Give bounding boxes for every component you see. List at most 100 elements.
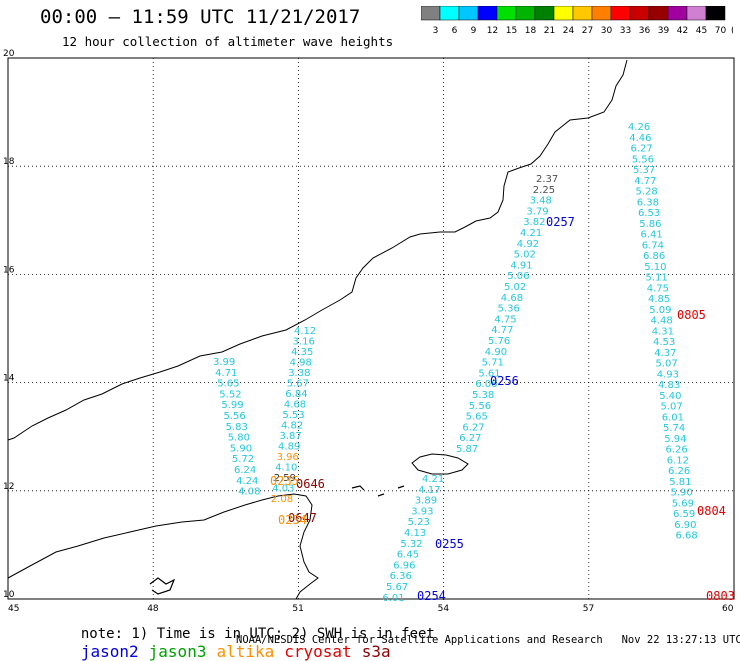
colorbar-tick: 30 (601, 26, 613, 36)
coastline-somalia-bits (149, 485, 405, 595)
coastline-arabia (7, 59, 628, 441)
swh-value: 2.59 (274, 473, 296, 484)
swh-value: 6.68 (676, 531, 698, 542)
swh-value: 4.13 (404, 528, 426, 539)
map-subtitle: 12 hour collection of altimeter wave hei… (62, 34, 394, 49)
swh-value: 4.85 (648, 294, 670, 305)
swh-value: 6.26 (666, 445, 688, 456)
swh-value: 6.41 (641, 230, 663, 241)
pass-time-label: 0647 (288, 511, 317, 525)
swh-value: 3.79 (526, 206, 548, 217)
colorbar-tick: 21 (544, 26, 555, 36)
satellite-legend-item: jason2 (80, 642, 139, 661)
colorbar-tick: 6 (452, 26, 458, 36)
island-socotra (411, 453, 469, 475)
colorbar-tick: 3 (433, 26, 439, 36)
satellite-legend: jason2 jason3 altika cryosat s3a (80, 642, 401, 661)
swh-value: 4.93 (657, 369, 679, 380)
swh-value: 6.90 (674, 520, 696, 531)
pass-time-label: 0646 (296, 477, 325, 491)
swh-value: 6.36 (390, 571, 412, 582)
swh-value: 6.24 (234, 465, 256, 476)
colorbar-swatch (705, 6, 726, 21)
swh-value: 2.25 (533, 185, 555, 196)
pass-time-label: 0235 (270, 474, 299, 488)
swh-value: 5.87 (456, 444, 478, 455)
satellite-legend-item: jason3 (148, 642, 207, 661)
pass-time-label: 0255 (435, 537, 464, 551)
swh-value: 3.99 (213, 357, 235, 368)
colorbar-tick: 24 (563, 26, 575, 36)
pass-time-label: 0257 (546, 215, 575, 229)
swh-value: 6.45 (397, 550, 419, 561)
swh-value: 4.89 (278, 442, 300, 453)
y-tick-label: 18 (3, 157, 15, 167)
swh-value: 5.32 (400, 539, 422, 550)
colorbar-tick: 42 (677, 26, 688, 36)
swh-value: 4.90 (485, 347, 507, 358)
swh-value: 5.67 (287, 379, 309, 390)
swh-value: 3.87 (280, 431, 302, 442)
map-frame (7, 57, 735, 600)
swh-value: 4.46 (629, 133, 651, 144)
swh-value: 4.91 (510, 260, 532, 271)
swh-value: 6.01 (662, 412, 684, 423)
x-tick-label: 51 (292, 604, 303, 614)
swh-value: 5.40 (659, 391, 681, 402)
swh-value: 4.53 (653, 337, 675, 348)
swh-value: 4.68 (284, 400, 306, 411)
x-tick-label: 45 (8, 604, 19, 614)
pass-time-label: 0254 (417, 589, 446, 603)
swh-value: 5.09 (649, 305, 671, 316)
swh-value: 2.08 (271, 494, 293, 505)
colorbar-unit: (ft) (731, 26, 733, 36)
swh-value: 5.81 (669, 477, 691, 488)
swh-value: 4.17 (418, 485, 440, 496)
map-grid (8, 58, 734, 599)
pass-time-labels: 0257 0256 0255 0254 0805 0804 0803 0646 0647 0235… (270, 215, 735, 603)
swh-value: 5.07 (656, 359, 678, 370)
pass-time-label: 0805 (677, 308, 706, 322)
y-tick-label: 14 (3, 374, 15, 384)
swh-value: 5.76 (488, 336, 510, 347)
swh-value: 4.68 (501, 293, 523, 304)
colorbar-tick: 12 (487, 26, 498, 36)
swh-value: 6.74 (642, 240, 664, 251)
swh-value: 6.06 (475, 379, 497, 390)
swh-value: 5.86 (639, 219, 661, 230)
swh-value: 5.67 (386, 582, 408, 593)
colorbar-tick: 18 (525, 26, 537, 36)
swh-value: 5.28 (636, 187, 658, 198)
swh-value: 5.56 (469, 401, 491, 412)
swh-value: 3.89 (415, 496, 437, 507)
colorbar-tick: 9 (471, 26, 477, 36)
colorbar-tick: 27 (582, 26, 593, 36)
swh-value: 5.69 (672, 498, 694, 509)
swh-value: 4.71 (215, 368, 237, 379)
swh-value: 4.37 (654, 348, 676, 359)
swh-value: 4.75 (494, 314, 516, 325)
swh-value: 6.53 (638, 208, 660, 219)
swh-value: 6.96 (393, 560, 415, 571)
swh-value: 5.83 (226, 422, 248, 433)
swh-value: 4.48 (651, 316, 673, 327)
swh-value: 5.61 (478, 368, 500, 379)
colorbar-tick: 70 (715, 26, 727, 36)
swh-value: 6.84 (285, 389, 307, 400)
swh-value: 6.27 (631, 144, 653, 155)
swh-value: 3.96 (277, 452, 299, 463)
swh-value: 5.56 (632, 154, 654, 165)
swh-value: 5.11 (646, 273, 668, 284)
swh-value: 5.02 (504, 282, 526, 293)
swh-value: 6.27 (459, 433, 481, 444)
footer-note: note: 1) Time is in UTC; 2) SWH is in fe… (80, 626, 435, 642)
swh-value: 5.07 (661, 402, 683, 413)
swh-value: 3.16 (293, 337, 315, 348)
altimeter-tracks: 2.372.253.483.793.824.214.925.024.915.06… (213, 122, 698, 604)
swh-value: 5.71 (482, 358, 504, 369)
swh-value: 5.94 (664, 434, 686, 445)
swh-value: 5.10 (644, 262, 666, 273)
axis-labels: 45 48 51 54 57 60 10 12 14 16 18 20 (3, 49, 734, 614)
swh-value: 2.37 (536, 174, 558, 185)
swh-value: 4.75 (647, 283, 669, 294)
